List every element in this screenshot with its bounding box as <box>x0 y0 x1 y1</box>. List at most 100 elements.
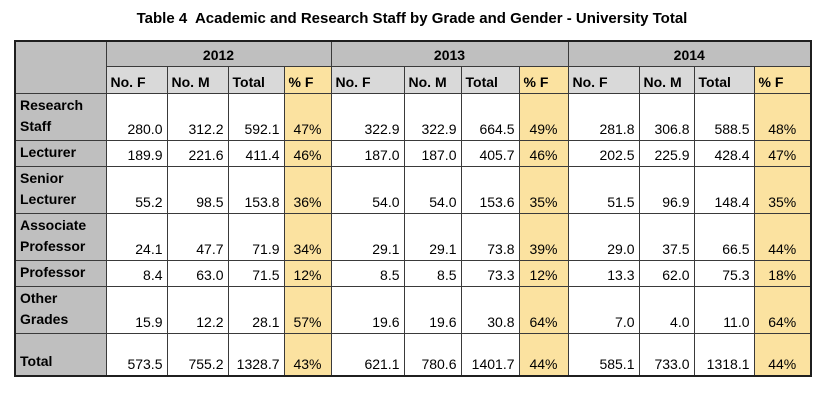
cell: 64% <box>753 285 812 334</box>
cell: 405.7 <box>460 139 520 167</box>
col-header-no-f: No. F <box>105 65 168 94</box>
year-header-2012: 2012 <box>105 40 332 67</box>
cell: 8.4 <box>105 259 168 287</box>
cell: 29.1 <box>403 212 462 261</box>
year-header-2014: 2014 <box>567 40 812 67</box>
cell: 34% <box>283 212 332 261</box>
col-header-no-m: No. M <box>403 65 462 94</box>
cell: 585.1 <box>567 332 640 377</box>
row-label: Other Grades <box>14 285 107 334</box>
cell: 153.8 <box>227 165 285 214</box>
row-label: Senior Lecturer <box>14 165 107 214</box>
cell: 225.9 <box>638 139 695 167</box>
cell: 73.8 <box>460 212 520 261</box>
cell: 621.1 <box>330 332 405 377</box>
cell: 755.2 <box>166 332 229 377</box>
cell: 44% <box>518 332 569 377</box>
table-row: Professor 8.4 63.0 71.5 12% 8.5 8.5 73.3… <box>14 259 812 287</box>
cell: 1401.7 <box>460 332 520 377</box>
cell: 57% <box>283 285 332 334</box>
cell: 13.3 <box>567 259 640 287</box>
year-header-2013: 2013 <box>330 40 569 67</box>
cell: 148.4 <box>693 165 755 214</box>
cell: 428.4 <box>693 139 755 167</box>
staff-table: 2012 2013 2014 No. F No. M Total % F No.… <box>14 40 812 377</box>
cell: 19.6 <box>330 285 405 334</box>
table-row: Associate Professor 24.1 47.7 71.9 34% 2… <box>14 212 812 261</box>
row-label: Research Staff <box>14 92 107 141</box>
cell: 306.8 <box>638 92 695 141</box>
cell: 55.2 <box>105 165 168 214</box>
cell: 24.1 <box>105 212 168 261</box>
cell: 411.4 <box>227 139 285 167</box>
table-row: Other Grades 15.9 12.2 28.1 57% 19.6 19.… <box>14 285 812 334</box>
cell: 12% <box>283 259 332 287</box>
cell: 312.2 <box>166 92 229 141</box>
cell: 322.9 <box>330 92 405 141</box>
col-header-pct-f: % F <box>518 65 569 94</box>
col-header-total: Total <box>693 65 755 94</box>
cell: 44% <box>753 212 812 261</box>
col-header-pct-f: % F <box>283 65 332 94</box>
cell: 66.5 <box>693 212 755 261</box>
cell: 1318.1 <box>693 332 755 377</box>
cell: 29.0 <box>567 212 640 261</box>
col-header-no-m: No. M <box>638 65 695 94</box>
cell: 12.2 <box>166 285 229 334</box>
cell: 62.0 <box>638 259 695 287</box>
cell: 47.7 <box>166 212 229 261</box>
cell: 187.0 <box>403 139 462 167</box>
cell: 8.5 <box>330 259 405 287</box>
cell: 44% <box>753 332 812 377</box>
cell: 46% <box>283 139 332 167</box>
cell: 573.5 <box>105 332 168 377</box>
column-header-row: No. F No. M Total % F No. F No. M Total … <box>15 65 812 94</box>
table-row: Research Staff 280.0 312.2 592.1 47% 322… <box>14 92 812 141</box>
cell: 47% <box>283 92 332 141</box>
cell: 71.9 <box>227 212 285 261</box>
cell: 733.0 <box>638 332 695 377</box>
row-label: Professor <box>14 259 107 287</box>
cell: 49% <box>518 92 569 141</box>
table-row-total: Total 573.5 755.2 1328.7 43% 621.1 780.6… <box>14 332 812 377</box>
cell: 35% <box>518 165 569 214</box>
cell: 37.5 <box>638 212 695 261</box>
cell: 63.0 <box>166 259 229 287</box>
row-label: Associate Professor <box>14 212 107 261</box>
cell: 71.5 <box>227 259 285 287</box>
cell: 281.8 <box>567 92 640 141</box>
cell: 39% <box>518 212 569 261</box>
cell: 75.3 <box>693 259 755 287</box>
cell: 12% <box>518 259 569 287</box>
cell: 64% <box>518 285 569 334</box>
cell: 588.5 <box>693 92 755 141</box>
cell: 322.9 <box>403 92 462 141</box>
col-header-no-m: No. M <box>166 65 229 94</box>
col-header-no-f: No. F <box>330 65 405 94</box>
year-header-row: 2012 2013 2014 <box>14 40 812 94</box>
cell: 592.1 <box>227 92 285 141</box>
cell: 280.0 <box>105 92 168 141</box>
cell: 47% <box>753 139 812 167</box>
col-header-total: Total <box>460 65 520 94</box>
page-title: Table 4 Academic and Research Staff by G… <box>136 10 688 27</box>
cell: 73.3 <box>460 259 520 287</box>
col-header-total: Total <box>227 65 285 94</box>
cell: 48% <box>753 92 812 141</box>
corner-cell <box>14 40 107 94</box>
cell: 98.5 <box>166 165 229 214</box>
cell: 221.6 <box>166 139 229 167</box>
cell: 780.6 <box>403 332 462 377</box>
row-label: Lecturer <box>14 139 107 167</box>
col-header-pct-f: % F <box>753 65 812 94</box>
cell: 189.9 <box>105 139 168 167</box>
cell: 35% <box>753 165 812 214</box>
cell: 11.0 <box>693 285 755 334</box>
cell: 7.0 <box>567 285 640 334</box>
cell: 46% <box>518 139 569 167</box>
cell: 15.9 <box>105 285 168 334</box>
cell: 29.1 <box>330 212 405 261</box>
cell: 28.1 <box>227 285 285 334</box>
cell: 51.5 <box>567 165 640 214</box>
